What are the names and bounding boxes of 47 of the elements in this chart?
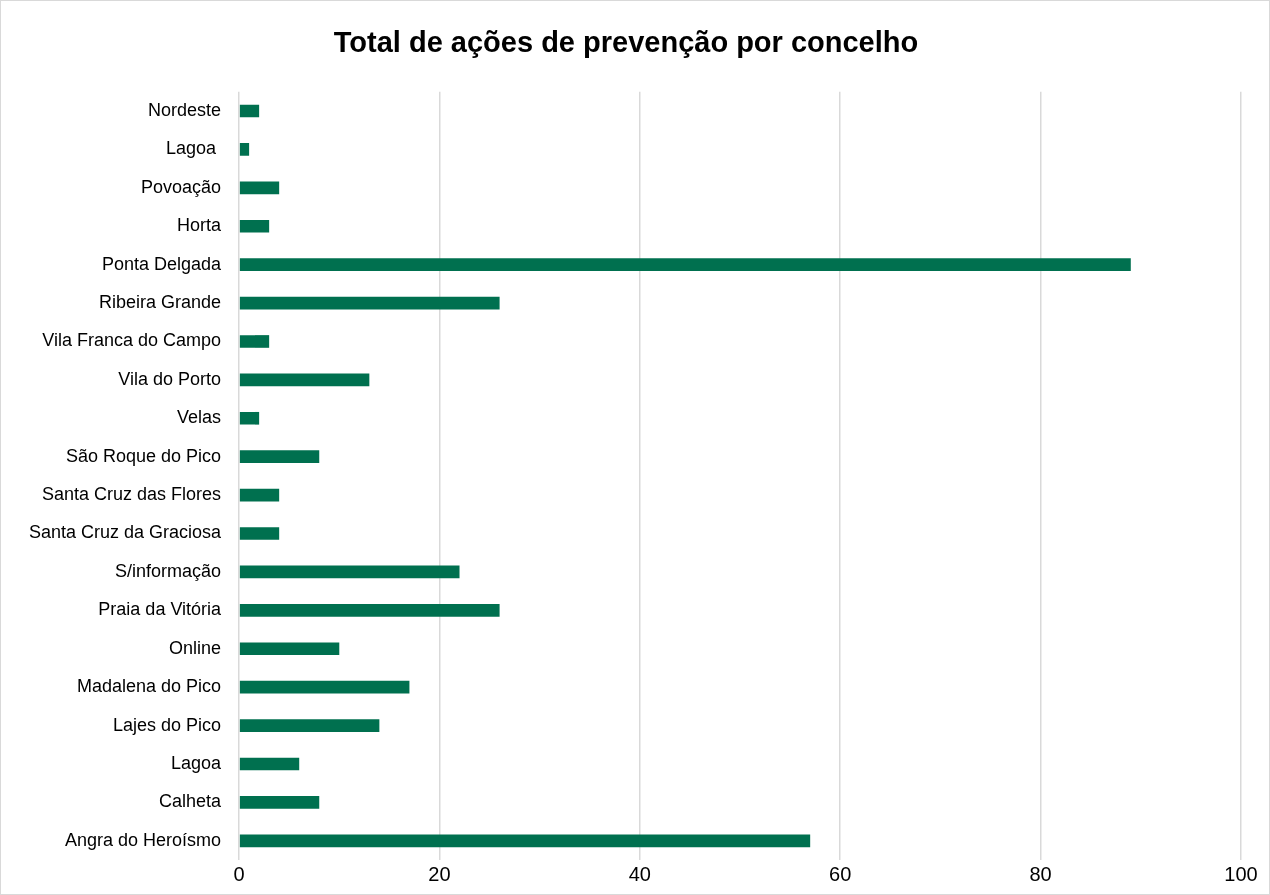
y-tick-label: Online — [169, 637, 222, 658]
y-tick-label: Vila Franca do Campo — [42, 330, 222, 351]
y-tick-label: Horta — [177, 215, 223, 236]
x-tick-label: 20 — [428, 862, 451, 885]
y-tick-label: Povoação — [141, 176, 222, 197]
y-tick-label: Lagoa — [171, 752, 223, 773]
bar — [239, 104, 260, 118]
y-tick-label: Vila do Porto — [118, 368, 222, 389]
bar — [239, 219, 270, 233]
chart-title: Total de ações de prevenção por concelho — [333, 26, 919, 59]
bar — [239, 373, 370, 387]
y-tick-label: Santa Cruz das Flores — [42, 484, 222, 505]
bar — [239, 719, 380, 732]
bar — [239, 258, 1131, 271]
bar — [239, 796, 320, 809]
bar — [239, 642, 340, 656]
x-tick-label: 80 — [1029, 862, 1052, 885]
bar — [239, 411, 260, 425]
y-tick-label: Angra do Heroísmo — [65, 829, 222, 850]
y-tick-label: Calheta — [159, 791, 223, 812]
bar — [239, 604, 500, 617]
bar — [239, 296, 500, 310]
x-tick-label: 60 — [829, 862, 852, 885]
bar — [239, 143, 250, 156]
y-tick-label: Ponta Delgada — [102, 253, 223, 274]
bar — [239, 680, 410, 694]
bar — [239, 181, 280, 195]
bar — [239, 488, 280, 502]
bar — [239, 834, 811, 848]
y-tick-label: Ribeira Grande — [99, 292, 222, 313]
bar — [239, 565, 460, 579]
bar — [239, 450, 320, 464]
bar — [239, 757, 300, 771]
y-tick-label: Madalena do Pico — [76, 676, 222, 697]
y-tick-label: Santa Cruz da Graciosa — [29, 522, 223, 543]
x-tick-label: 100 — [1224, 862, 1258, 885]
bar — [239, 335, 270, 348]
y-tick-label: S/informação — [115, 560, 222, 581]
x-tick-label: 0 — [233, 862, 245, 885]
y-tick-label: Lajes do Pico — [113, 714, 222, 735]
bar — [239, 527, 280, 540]
y-tick-label: Nordeste — [148, 99, 222, 120]
y-tick-label: Velas — [177, 407, 222, 428]
x-tick-label: 40 — [628, 862, 651, 885]
y-tick-label: Praia da Vitória — [98, 599, 223, 620]
y-tick-label: Lagoa — [166, 138, 222, 159]
y-tick-label: São Roque do Pico — [65, 445, 222, 466]
